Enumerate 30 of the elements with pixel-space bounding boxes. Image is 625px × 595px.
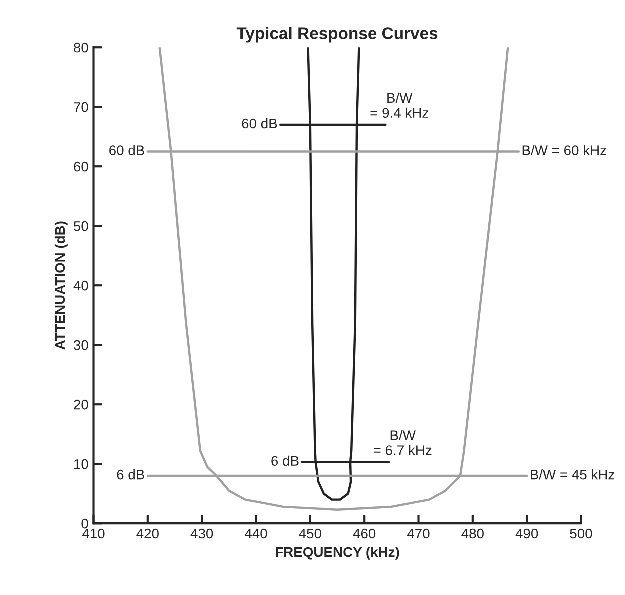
x-tick-label: 440 bbox=[244, 528, 268, 539]
y-tick-label: 80 bbox=[74, 42, 88, 53]
y-tick-label: 40 bbox=[74, 280, 88, 291]
annotation: B/W = 45 kHz bbox=[531, 470, 614, 480]
y-tick-label: 60 bbox=[74, 162, 88, 172]
chart-title: Typical Response Curves bbox=[236, 27, 438, 43]
annotation: 60 dB bbox=[110, 145, 144, 156]
x-tick-label: 460 bbox=[353, 528, 376, 539]
x-tick-label: 500 bbox=[570, 528, 592, 539]
x-tick-label: 450 bbox=[299, 528, 322, 539]
annotation: B/W = 9.4 kHz bbox=[370, 92, 428, 118]
x-tick-label: 430 bbox=[190, 528, 214, 539]
y-tick-label: 30 bbox=[74, 340, 88, 350]
x-axis-title: FREQUENCY (kHz) bbox=[276, 546, 400, 560]
y-tick-label: 70 bbox=[74, 102, 88, 112]
annotation: 6 dB bbox=[272, 456, 299, 466]
annotation: 6 dB bbox=[117, 470, 144, 480]
annotation: B/W = 60 kHz bbox=[522, 145, 606, 156]
y-tick-label: 50 bbox=[74, 221, 88, 232]
annotation: 60 dB bbox=[242, 118, 278, 129]
x-tick-label: 410 bbox=[82, 528, 105, 539]
x-tick-label: 420 bbox=[136, 528, 159, 539]
annotation: B/W = 6.7 kHz bbox=[374, 430, 432, 456]
y-tick-label: 10 bbox=[74, 459, 88, 470]
x-tick-label: 490 bbox=[516, 528, 538, 539]
y-tick-label: 0 bbox=[82, 518, 88, 529]
y-tick-label: 20 bbox=[74, 400, 88, 410]
x-tick-label: 480 bbox=[462, 528, 484, 539]
y-axis-title: ATTENUATION (dB) bbox=[54, 222, 68, 350]
x-tick-label: 470 bbox=[407, 528, 430, 539]
